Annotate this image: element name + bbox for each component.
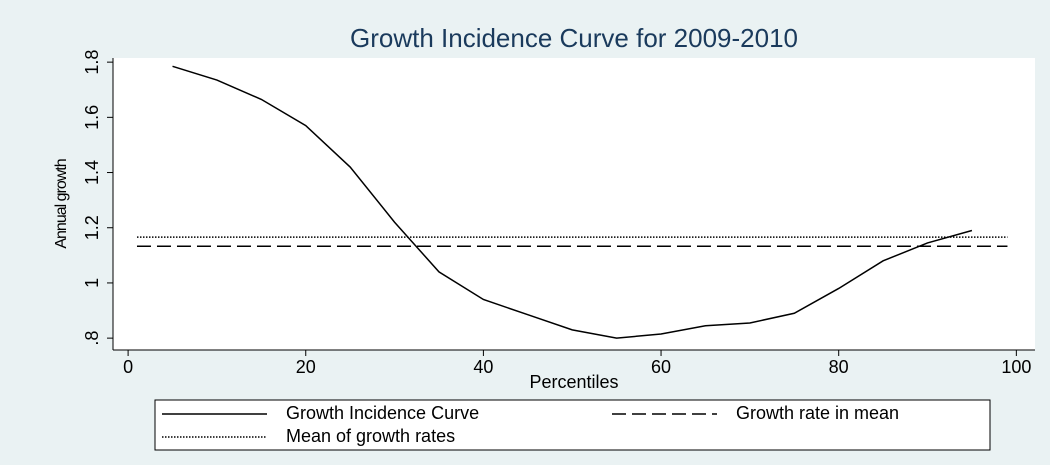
plot-area (113, 58, 1035, 350)
x-axis-label: Percentiles (529, 372, 618, 392)
legend (154, 399, 991, 451)
x-tick-label: 80 (829, 357, 849, 377)
x-tick-label: 100 (1001, 357, 1031, 377)
chart-title: Growth Incidence Curve for 2009-2010 (350, 23, 798, 53)
y-tick-label: .8 (82, 331, 102, 346)
x-tick-label: 20 (296, 357, 316, 377)
y-tick-label: 1 (82, 278, 102, 288)
y-axis-label: Annual growth (53, 159, 70, 248)
legend-label: Growth Incidence Curve (286, 403, 479, 423)
x-tick-label: 40 (473, 357, 493, 377)
y-tick-label: 1.4 (82, 160, 102, 185)
y-tick-label: 1.2 (82, 215, 102, 240)
legend-label: Growth rate in mean (736, 403, 899, 423)
legend-label: Mean of growth rates (286, 426, 455, 446)
y-tick-label: 1.8 (82, 50, 102, 75)
x-tick-label: 60 (651, 357, 671, 377)
y-tick-label: 1.6 (82, 105, 102, 130)
x-tick-label: 0 (123, 357, 133, 377)
series-line (172, 65, 973, 339)
